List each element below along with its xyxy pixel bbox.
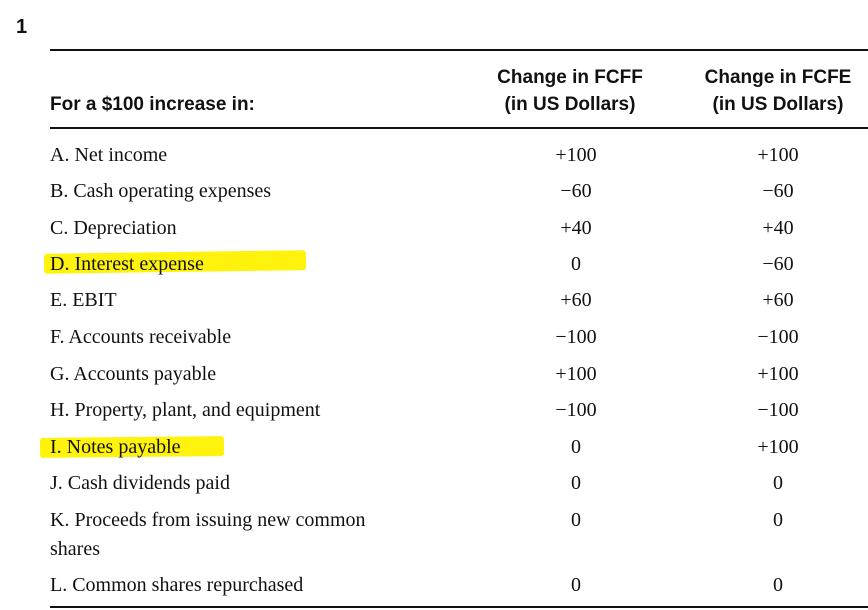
row-fcfe-value: 0 [773, 472, 783, 494]
row-fcff-value: 0 [571, 253, 581, 275]
row-fcfe-value: +60 [762, 289, 794, 311]
row-fcff-value: 0 [571, 472, 581, 494]
question-number: 1 [16, 16, 28, 38]
row-fcfe-value: +100 [757, 144, 799, 166]
header-label: For a $100 increase in: [50, 94, 255, 115]
header-fcfe-line1: Change in FCFE [704, 67, 852, 88]
row-label: H. Property, plant, and equipment [50, 399, 321, 421]
row-label: B. Cash operating expenses [50, 180, 272, 202]
row-fcfe-value: −60 [762, 253, 794, 275]
row-label: C. Depreciation [50, 217, 177, 239]
row-fcff-value: −100 [555, 399, 597, 421]
row-fcfe-value: +100 [757, 436, 799, 458]
row-label: K. Proceeds from issuing new common shar… [50, 506, 450, 564]
header-fcff-line2: (in US Dollars) [504, 94, 636, 115]
row-fcfe-value: 0 [773, 509, 783, 531]
row-fcff-value: −100 [555, 326, 597, 348]
row-label: F. Accounts receivable [50, 326, 232, 348]
row-fcfe-value: +100 [757, 363, 799, 385]
row-label: E. EBIT [50, 289, 117, 311]
header-fcff: Change in FCFF (in US Dollars) [470, 64, 670, 118]
header-fcfe-line2: (in US Dollars) [712, 94, 844, 115]
row-fcff-value: 0 [571, 574, 581, 596]
row-fcff-value: 0 [571, 509, 581, 531]
row-fcfe-value: −100 [757, 326, 799, 348]
row-fcff-value: 0 [571, 436, 581, 458]
row-fcff-value: +100 [555, 144, 597, 166]
row-label-line1: K. Proceeds from issuing new common [50, 509, 366, 531]
row-fcfe-value: +40 [762, 217, 794, 239]
row-fcff-value: +60 [560, 289, 592, 311]
row-fcff-value: +100 [555, 363, 597, 385]
row-fcff-value: +40 [560, 217, 592, 239]
row-label: J. Cash dividends paid [50, 472, 230, 494]
header-fcfe: Change in FCFE (in US Dollars) [680, 64, 868, 118]
table-header-rule [50, 127, 868, 129]
row-fcfe-value: 0 [773, 574, 783, 596]
row-label: I. Notes payable [50, 436, 181, 458]
row-label: D. Interest expense [50, 253, 204, 275]
row-fcfe-value: −60 [762, 180, 794, 202]
row-label-line2: shares [50, 538, 100, 560]
table-bottom-rule [50, 606, 868, 608]
header-fcff-line1: Change in FCFF [497, 67, 643, 88]
row-label: G. Accounts payable [50, 363, 217, 385]
row-label: L. Common shares repurchased [50, 574, 304, 596]
row-fcfe-value: −100 [757, 399, 799, 421]
row-label: A. Net income [50, 144, 168, 166]
row-fcff-value: −60 [560, 180, 592, 202]
table-top-rule [50, 49, 868, 51]
